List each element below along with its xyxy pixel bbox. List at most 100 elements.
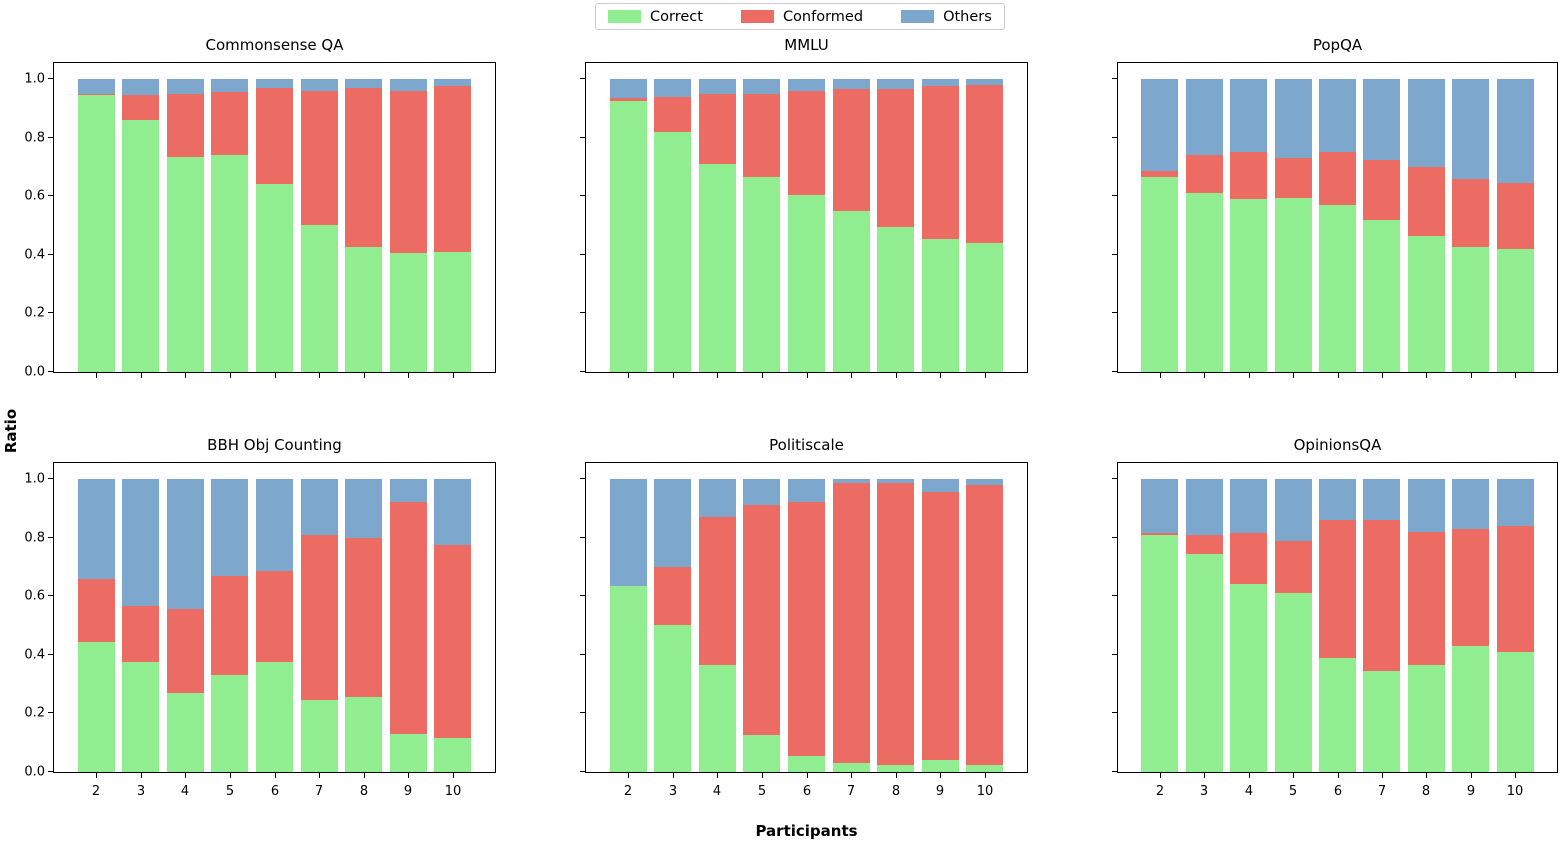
bar-segment-correct	[122, 120, 159, 372]
stacked-bar-p9	[1452, 479, 1489, 772]
y-tick-mark	[580, 654, 585, 655]
stacked-bar-p5	[1275, 479, 1312, 772]
x-tick-label: 6	[802, 784, 812, 799]
bar-segment-conformed	[211, 576, 248, 675]
stacked-bar-p2	[78, 479, 115, 772]
bar-segment-correct	[1408, 665, 1445, 772]
bar-segment-conformed	[1497, 526, 1534, 652]
bar-segment-others	[699, 479, 736, 517]
x-tick-mark	[1338, 773, 1339, 778]
x-tick-mark	[940, 773, 941, 778]
y-tick-mark	[580, 254, 585, 255]
x-tick-label: 3	[668, 784, 678, 799]
bar-segment-conformed	[833, 89, 870, 211]
x-tick-label: 5	[225, 784, 235, 799]
x-tick-label: 6	[1333, 784, 1343, 799]
bar-segment-conformed	[610, 98, 647, 101]
bar-segment-conformed	[1141, 171, 1178, 177]
stacked-bar-p8	[345, 79, 382, 372]
x-tick-mark	[364, 773, 365, 778]
bar-segment-correct	[1230, 199, 1267, 372]
y-tick-mark	[580, 771, 585, 772]
stacked-bar-p8	[1408, 479, 1445, 772]
stacked-bar-p3	[122, 79, 159, 372]
bar-segment-conformed	[1497, 183, 1534, 249]
bar-segment-conformed	[788, 502, 825, 756]
bar-segment-others	[966, 479, 1003, 485]
x-tick-mark	[408, 373, 409, 378]
x-tick-label: 10	[444, 784, 462, 799]
x-tick-mark	[453, 773, 454, 778]
x-tick-label: 9	[403, 784, 413, 799]
bar-segment-conformed	[1186, 535, 1223, 554]
y-tick-label: 0.6	[24, 188, 45, 204]
x-axis-label: Participants	[755, 822, 858, 840]
bar-segment-conformed	[877, 483, 914, 765]
others-swatch-icon	[901, 10, 935, 23]
stacked-bar-p10	[966, 79, 1003, 372]
bar-segment-conformed	[743, 94, 780, 177]
stacked-bar-p3	[654, 479, 691, 772]
x-tick-label: 2	[623, 784, 633, 799]
chart-title: OpinionsQA	[1293, 436, 1382, 454]
y-tick-mark	[580, 78, 585, 79]
bar-segment-others	[877, 479, 914, 483]
bar-segment-correct	[434, 252, 471, 372]
bar-segment-correct	[966, 765, 1003, 772]
y-tick-mark	[48, 654, 53, 655]
bar-segment-conformed	[1230, 533, 1267, 584]
stacked-bar-p7	[301, 479, 338, 772]
legend-item-others: Others	[901, 9, 992, 25]
x-tick-mark	[275, 773, 276, 778]
y-tick-mark	[1112, 312, 1117, 313]
x-tick-mark	[1293, 373, 1294, 378]
x-tick-mark	[96, 773, 97, 778]
bar-segment-conformed	[654, 567, 691, 625]
x-tick-label: 2	[91, 784, 101, 799]
bar-segment-others	[788, 79, 825, 91]
y-tick-label: 0.0	[24, 364, 45, 380]
y-tick-mark	[48, 312, 53, 313]
y-tick-mark	[580, 312, 585, 313]
stacked-bar-p7	[1363, 79, 1400, 372]
bar-segment-others	[256, 79, 293, 88]
bar-segment-others	[788, 479, 825, 502]
chart-title: BBH Obj Counting	[207, 436, 342, 454]
bar-segment-others	[1408, 479, 1445, 532]
bar-segment-others	[1275, 79, 1312, 158]
x-tick-label: 5	[757, 784, 767, 799]
x-tick-label: 9	[1466, 784, 1476, 799]
x-tick-mark	[1249, 373, 1250, 378]
bar-segment-others	[390, 79, 427, 91]
x-tick-mark	[985, 373, 986, 378]
bar-segment-correct	[122, 662, 159, 772]
x-tick-label: 7	[314, 784, 324, 799]
stacked-bar-p6	[1319, 79, 1356, 372]
bar-segment-others	[122, 479, 159, 606]
bar-segment-others	[78, 479, 115, 579]
x-tick-mark	[185, 773, 186, 778]
stacked-bar-p7	[833, 479, 870, 772]
stacked-bar-p10	[434, 79, 471, 372]
bar-segment-correct	[699, 164, 736, 372]
y-tick-mark	[1112, 254, 1117, 255]
bar-segment-others	[610, 79, 647, 98]
bar-segment-others	[1275, 479, 1312, 541]
y-tick-label: 0.2	[24, 705, 45, 721]
bar-segment-correct	[1319, 658, 1356, 772]
bar-segment-correct	[833, 211, 870, 372]
bar-segment-correct	[1141, 177, 1178, 372]
bar-segment-conformed	[390, 91, 427, 253]
x-tick-mark	[1382, 773, 1383, 778]
chart-title: Politiscale	[769, 436, 844, 454]
bar-segment-others	[167, 79, 204, 94]
bar-segment-others	[434, 479, 471, 545]
x-tick-mark	[1204, 773, 1205, 778]
bar-segment-conformed	[167, 94, 204, 157]
y-tick-mark	[580, 137, 585, 138]
chart-title: MMLU	[784, 36, 829, 54]
bar-segment-conformed	[833, 483, 870, 763]
bar-segment-correct	[390, 253, 427, 372]
bar-segment-correct	[345, 697, 382, 772]
bar-segment-others	[1497, 479, 1534, 526]
